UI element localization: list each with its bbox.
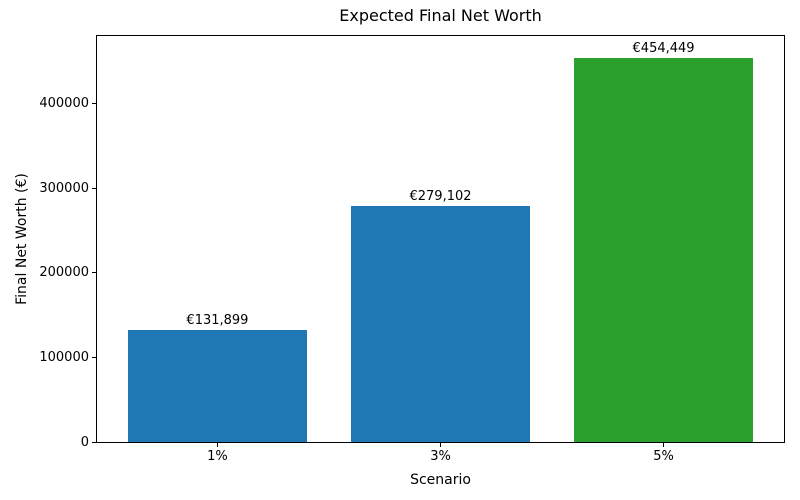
bar-3% [351,205,530,442]
y-tick-label: 200000 [39,265,89,281]
y-tick-label: 400000 [39,96,89,112]
bar-value-label: €131,899 [186,313,249,329]
x-tick-mark [440,443,441,447]
y-tick-mark [92,103,96,105]
x-tick-label: 5% [653,449,674,464]
chart-title: Expected Final Net Worth [339,6,542,25]
x-tick-label: 1% [207,449,228,464]
plot-area: 0 100000 200000 300000 400000 €131,899 1% €279,… [39,35,785,464]
y-tick-mark [92,356,96,358]
y-tick-label: 300000 [39,180,89,196]
bar-5% [574,57,753,442]
x-tick-mark [663,443,665,447]
y-tick-mark [92,272,96,274]
x-tick-mark [216,443,218,447]
bar-1% [128,330,307,442]
bar-value-label: €279,102 [409,188,472,204]
y-tick-mark [92,187,96,189]
bar-value-label: €454,449 [632,40,695,56]
y-tick-label: 100000 [39,349,89,365]
x-tick-label: 3% [430,449,451,464]
x-axis-label: Scenario [410,472,471,488]
y-tick-label: 0 [80,434,89,450]
y-tick-mark [92,441,96,443]
